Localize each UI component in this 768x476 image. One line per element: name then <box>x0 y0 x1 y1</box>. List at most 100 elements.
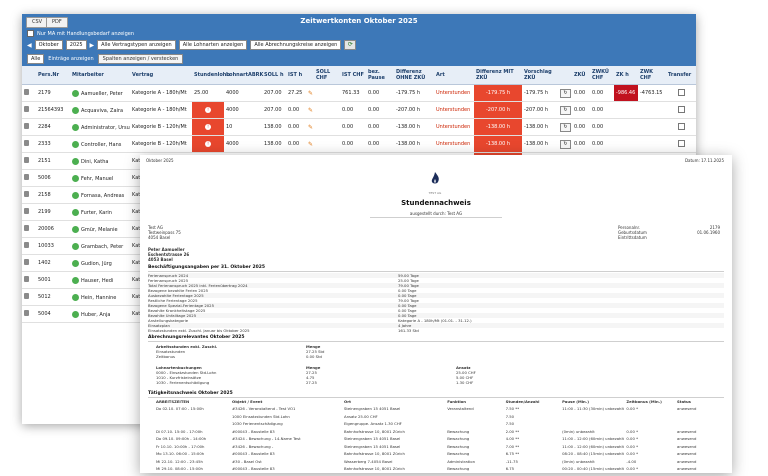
print-icon[interactable] <box>24 259 29 265</box>
col-header[interactable]: ZK h <box>614 66 638 85</box>
col-header[interactable]: Stundenlohn <box>192 66 230 85</box>
doc-cell: Fr 10.10. 10:00h - 17:00h <box>156 443 205 449</box>
employee-name[interactable]: Grambach, Peter <box>81 243 124 250</box>
table-cell: 2284 <box>36 118 70 136</box>
print-icon[interactable] <box>24 123 29 129</box>
refresh-button[interactable]: ⟳ <box>344 40 357 50</box>
employee-name[interactable]: Controller, Hans <box>81 141 122 148</box>
col-header[interactable]: bez. Pause <box>366 66 394 85</box>
doc-cell: 7.50 <box>505 421 515 426</box>
table-row[interactable]: 2284 Administrator, Ursula Kategorie B - 1… <box>22 118 696 136</box>
doc-cell: 2.00 ** <box>505 428 520 434</box>
month-select[interactable]: Oktober <box>34 40 63 50</box>
print-icon[interactable] <box>24 140 29 146</box>
col-header[interactable]: SOLL CHF <box>314 66 340 85</box>
col-header[interactable]: ZWKÜ CHF <box>590 66 614 85</box>
year-select[interactable]: 2025 <box>65 40 87 50</box>
employee-name[interactable]: Gudion, Jürg <box>81 260 112 267</box>
company-address: Test AG Testweinpass 75 4054 Basel <box>148 225 181 240</box>
col-header[interactable]: IST h <box>286 66 306 85</box>
lohnarten-select[interactable]: Alle Lohnarten anzeigen <box>178 40 248 50</box>
doc-cell <box>626 421 677 428</box>
next-arrow-icon[interactable]: ▶ <box>89 41 95 49</box>
transfer-checkbox[interactable] <box>677 105 685 113</box>
edit-pencil-icon[interactable]: ✎ <box>308 89 314 97</box>
col-header[interactable]: ABRK <box>246 66 263 85</box>
employee-name[interactable]: Administrator, Ursula <box>81 124 130 131</box>
print-icon[interactable] <box>24 89 29 95</box>
employee-name[interactable]: Dini, Katha <box>81 158 109 165</box>
doc-row: 1010 - Kurzfristeinsätze 4.75 5.00 CHF <box>156 375 716 380</box>
table-row[interactable]: 2179 Aamueller, Peter Kategorie A - 180h/M… <box>22 84 696 102</box>
handlungsbedarf-filter[interactable]: Nur MA mit Handlungsbedarf anzeigen <box>27 30 134 37</box>
edit-pencil-icon[interactable]: ✎ <box>308 106 314 114</box>
vertragstypen-select[interactable]: Alle Vertragstypen anzeigen <box>97 40 176 50</box>
col-header[interactable]: Art <box>434 66 474 85</box>
employee-name[interactable]: Furter, Karin <box>81 209 112 216</box>
table-row[interactable]: 2333 Controller, Hans Kategorie B - 120h/M… <box>22 135 696 153</box>
entries-select[interactable]: Alle <box>27 54 45 64</box>
warning-icon: ! <box>205 107 211 113</box>
col-header[interactable]: ZKÜ <box>572 66 590 85</box>
print-icon[interactable] <box>24 276 29 282</box>
col-header[interactable]: Lohnart <box>224 66 248 85</box>
table-cell: 0.00 <box>286 118 306 136</box>
apply-proposal-button[interactable]: ↻ <box>560 122 571 132</box>
col-header[interactable]: Vertrag <box>130 66 192 85</box>
employee-name[interactable]: Hein, Hannine <box>81 294 117 301</box>
apply-proposal-button[interactable]: ↻ <box>560 105 571 115</box>
apply-proposal-button[interactable]: ↻ <box>560 139 571 149</box>
print-icon[interactable] <box>24 174 29 180</box>
doc-cell: Do 02.10. 07:00 - 15:00h <box>156 406 204 411</box>
employee-name[interactable]: Gmür, Melanie <box>81 226 118 233</box>
doc-cell: Bezahlte Krankheitstage 2025 <box>148 308 206 313</box>
print-icon[interactable] <box>24 191 29 197</box>
transfer-checkbox[interactable] <box>677 88 685 96</box>
col-header[interactable]: Differenz MIT ZKÜ <box>474 66 522 85</box>
transfer-button[interactable]: Transfer <box>666 66 696 85</box>
columns-toggle-button[interactable]: Spalten anzeigen / verstecken <box>97 54 184 64</box>
print-icon[interactable] <box>24 293 29 299</box>
transfer-checkbox[interactable] <box>677 122 685 130</box>
table-row[interactable]: 21564393 Acquaviva, Zaira Kategorie A - 18… <box>22 101 696 119</box>
employee-name[interactable]: Acquaviva, Zaira <box>81 107 124 114</box>
col-header[interactable]: Differenz OHNE ZKÜ <box>394 66 434 85</box>
doc-cell: -4.00 <box>626 458 637 464</box>
employee-name[interactable]: Hauser, Hedi <box>81 277 114 284</box>
table-cell: -138.00 h <box>394 118 434 136</box>
col-header[interactable]: Vorschlag ZKÜ <box>522 66 558 85</box>
print-icon[interactable] <box>24 208 29 214</box>
doc-cell <box>677 421 716 428</box>
col-header[interactable]: Mitarbeiter <box>70 66 130 85</box>
print-icon[interactable] <box>24 106 29 112</box>
apply-proposal-button[interactable]: ↻ <box>560 88 571 98</box>
print-icon[interactable] <box>24 242 29 248</box>
doc-subtitle: ausgestellt durch: Test AG <box>409 211 463 216</box>
employee-name[interactable]: Aamueller, Peter <box>81 90 123 97</box>
col-header[interactable]: IST CHF <box>340 66 366 85</box>
col-header[interactable]: SOLL h <box>262 66 286 85</box>
col-header[interactable]: Pers.Nr <box>36 66 70 85</box>
doc-cell <box>562 414 626 421</box>
doc-cell: Anstellungskategorie <box>148 318 189 323</box>
print-icon[interactable] <box>24 157 29 163</box>
pdf-button[interactable]: PDF <box>46 17 68 28</box>
prev-arrow-icon[interactable]: ◀ <box>27 41 32 49</box>
edit-pencil-icon[interactable]: ✎ <box>308 140 314 148</box>
doc-row: Ferienanspruch 2025 25.00 Tage <box>148 278 724 283</box>
abrechnungskreise-select[interactable]: Alle Abrechnungskreise anzeigen <box>250 40 342 50</box>
transfer-checkbox[interactable] <box>677 139 685 147</box>
doc-cell: 161.33 Std <box>398 328 419 333</box>
employee-name[interactable]: Fehr, Manuel <box>81 175 114 182</box>
employee-name[interactable]: Huber, Anja <box>81 311 111 318</box>
print-icon[interactable] <box>24 225 29 231</box>
table-cell <box>666 118 696 136</box>
page-title: Zeitwertkonten Oktober 2025 <box>300 17 418 25</box>
employee-name[interactable]: Fornasa, Andreas <box>81 192 125 199</box>
activity-row: Mi 29.10. 08:00 - 15:00h #00043 - Baustel… <box>156 466 716 473</box>
print-icon[interactable] <box>24 310 29 316</box>
edit-pencil-icon[interactable]: ✎ <box>308 123 314 131</box>
col-header[interactable]: ZWK CHF <box>638 66 666 85</box>
doc-cell: anwesend <box>677 428 697 434</box>
handlungsbedarf-checkbox[interactable] <box>27 30 34 37</box>
